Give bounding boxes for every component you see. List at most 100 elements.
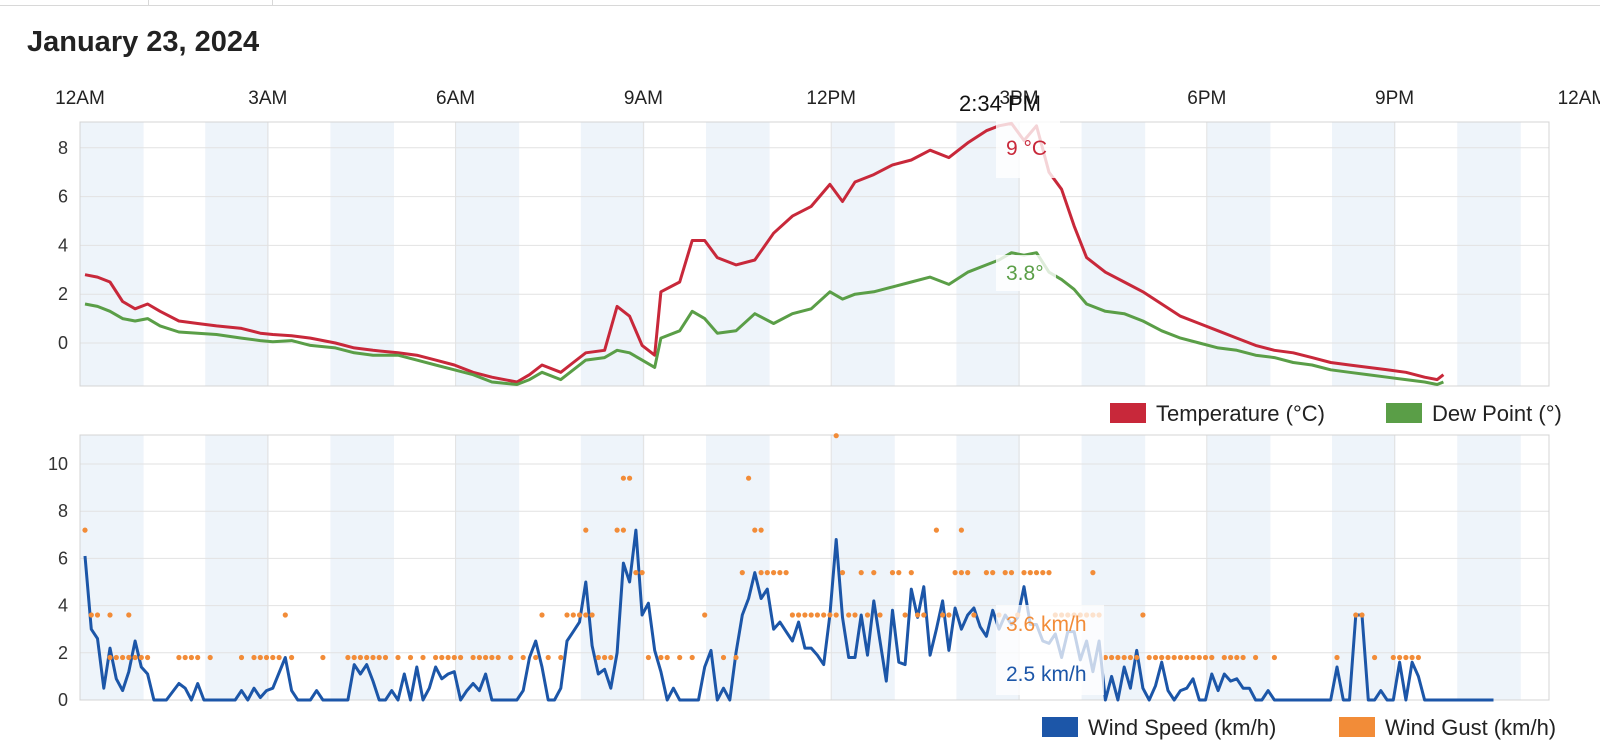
x-tick-label: 6AM (436, 88, 475, 109)
wind-gust-point (808, 612, 814, 618)
time-band (330, 122, 394, 386)
wind-gust-point (382, 654, 389, 661)
legend-wind-speed-label: Wind Speed (km/h) (1088, 715, 1276, 740)
wind-gust-point (276, 654, 282, 661)
wind-gust-point (1390, 654, 1396, 661)
time-band (1457, 435, 1521, 700)
wind-gust-point (1171, 654, 1177, 661)
wind-gust-point (207, 654, 213, 661)
wind-gust-point (758, 527, 764, 533)
tab-divider (148, 0, 149, 5)
wind-gust-point (345, 654, 351, 661)
wind-chart: 10 8 6 4 2 0 (48, 433, 1550, 710)
time-band (80, 122, 144, 386)
wind-gust-point (602, 654, 608, 661)
wind-gust-point (376, 654, 382, 661)
wind-gust-point (1397, 654, 1403, 661)
wind-gust-point (195, 654, 201, 661)
wind-gust-point (733, 654, 739, 661)
wind-gust-point (1184, 654, 1190, 661)
hover-readout: 2:34 PM 9 °C 3.8° 3.6 km/h 2.5 km/h (959, 91, 1104, 695)
wind-gust-point (990, 570, 996, 576)
wind-gust-point (570, 612, 576, 618)
x-tick-label: 9PM (1375, 88, 1414, 109)
y-tick-label: 6 (58, 187, 68, 207)
time-band (1457, 122, 1521, 386)
wind-gust-point (702, 612, 708, 618)
top-tab-strip (0, 0, 1600, 6)
wind-gust-point (902, 612, 908, 618)
time-band (205, 122, 269, 386)
hover-label-bg (996, 605, 1104, 695)
wind-gust-point (1109, 654, 1115, 661)
wind-gust-point (533, 654, 539, 661)
x-tick-label: 6PM (1187, 88, 1226, 109)
wind-gust-point (752, 527, 758, 533)
wind-gust-point (627, 475, 633, 481)
wind-gust-point (351, 654, 357, 661)
wind-gust-point (132, 654, 138, 661)
wind-gust-point (583, 527, 589, 533)
wind-gust-point (1190, 654, 1196, 661)
time-band (455, 435, 520, 700)
wind-gust-point (871, 570, 877, 576)
wind-gust-point (595, 654, 601, 661)
wind-gust-point (1115, 654, 1121, 661)
wind-gust-point (88, 612, 94, 618)
y-tick-label: 4 (58, 596, 68, 616)
wind-gust-point (445, 654, 451, 661)
wind-gust-point (1046, 570, 1052, 576)
temperature-line (84, 121, 1445, 384)
wind-gust-point (983, 570, 990, 576)
wind-gust-point (1202, 654, 1209, 661)
wind-gust-point (1134, 654, 1140, 661)
wind-gust-point (958, 527, 965, 533)
wind-gust-point (821, 612, 827, 618)
wind-gust-point (833, 433, 839, 439)
wind-gust-point (1027, 570, 1033, 576)
wind-gust-point (270, 654, 276, 661)
wind-gust-point (1140, 612, 1146, 618)
wind-gust-point (620, 475, 627, 481)
wind-gust-point (908, 570, 914, 576)
wind-gust-point (789, 612, 796, 618)
legend-temperature-swatch (1110, 403, 1146, 423)
wind-gust-point (921, 612, 927, 618)
wind-gust-point (746, 475, 752, 481)
wind-gust-point (188, 654, 194, 661)
plot-border (79, 121, 1550, 387)
time-band (831, 435, 895, 700)
temperature-chart: 12AM 3AM 6AM 9AM 12PM 3PM 6PM 9PM 12AM 8 6 4 2 0 (55, 88, 1600, 387)
wind-gust-point (439, 654, 445, 661)
wind-gust-point (877, 612, 883, 618)
wind-gust-point (1240, 654, 1246, 661)
y-tick-label: 6 (58, 548, 68, 568)
wind-gust-point (802, 612, 808, 618)
wind-gust-point (1090, 570, 1096, 576)
x-tick-label: 9AM (624, 88, 663, 109)
wind-gust-point (1372, 654, 1378, 661)
wind-gust-point (639, 570, 645, 576)
wind-gust-point (508, 654, 514, 661)
dew-point-line (84, 251, 1444, 386)
hover-dew-point-label: 3.8° (1006, 262, 1044, 285)
wind-gust-point (539, 612, 545, 618)
wind-gust-point (113, 654, 119, 661)
wind-gust-point (1209, 654, 1215, 661)
y-tick-label: 8 (58, 138, 68, 158)
wind-gust-point (1146, 654, 1152, 661)
wind-gust-point (796, 612, 802, 618)
wind-gust-point (564, 612, 570, 618)
time-band (1081, 122, 1146, 386)
wind-gust-point (827, 612, 833, 618)
y-tick-label: 8 (58, 501, 68, 521)
wind-gust-point (940, 612, 946, 618)
wind-gust-point (545, 654, 551, 661)
wind-gust-point (777, 570, 783, 576)
wind-gust-point (858, 570, 864, 576)
legend-dew-point-swatch (1386, 403, 1422, 423)
wind-gust-point (1102, 654, 1108, 661)
wind-gust-point (420, 654, 426, 661)
wind-gust-point (145, 654, 151, 661)
